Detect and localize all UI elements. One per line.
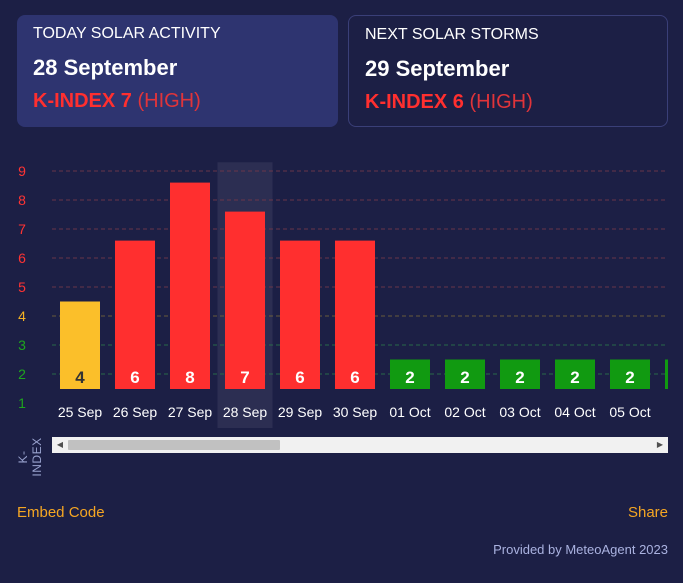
bar xyxy=(225,211,265,389)
bar-value-label: 2 xyxy=(625,368,634,387)
x-tick-label: 04 Oct xyxy=(554,404,595,420)
bar xyxy=(445,359,485,389)
next-label: NEXT SOLAR STORMS xyxy=(365,26,539,43)
y-tick-label: 4 xyxy=(18,308,26,324)
bar-value-label: 6 xyxy=(350,368,359,387)
bar xyxy=(610,359,650,389)
next-k-index: K-INDEX 6 (HIGH) xyxy=(365,91,651,113)
bar xyxy=(500,359,540,389)
today-label: TODAY SOLAR ACTIVITY xyxy=(33,25,221,42)
next-date: 29 September xyxy=(365,56,510,81)
y-tick-label: 9 xyxy=(18,163,26,179)
next-k-value: K-INDEX 6 xyxy=(365,91,464,113)
k-index-chart: 1 2 3 4 5 6 7 8 9 4 25 Sep 6 26 Sep 8 27 Sep 7 28 Sep 6 29… xyxy=(18,162,668,429)
y-axis-label: K-INDEX xyxy=(16,437,44,477)
x-tick-label: 27 Sep xyxy=(168,404,213,420)
credit-text: Provided by MeteoAgent 2023 xyxy=(493,542,668,557)
today-date: 28 September xyxy=(33,55,178,80)
y-tick-label: 5 xyxy=(18,279,26,295)
chart-scrollbar[interactable]: ◀ ▶ xyxy=(52,437,668,453)
bar xyxy=(170,182,210,389)
x-tick-label: 30 Sep xyxy=(333,404,378,420)
x-tick-label: 02 Oct xyxy=(444,404,485,420)
bar xyxy=(390,359,430,389)
bar xyxy=(665,359,668,389)
share-link[interactable]: Share xyxy=(627,504,668,521)
bar-value-label: 2 xyxy=(570,368,579,387)
bar-value-label: 7 xyxy=(240,368,249,387)
y-tick-label: 1 xyxy=(18,395,26,411)
bar xyxy=(555,359,595,389)
today-k-index: K-INDEX 7 (HIGH) xyxy=(33,90,322,112)
bar-value-label: 2 xyxy=(515,368,524,387)
bar xyxy=(115,240,155,389)
bar-value-label: 4 xyxy=(75,368,85,387)
bar xyxy=(280,240,320,389)
scroll-left-arrow-icon[interactable]: ◀ xyxy=(56,440,64,449)
bar-value-label: 2 xyxy=(460,368,469,387)
scroll-thumb[interactable] xyxy=(68,440,280,450)
y-tick-label: 7 xyxy=(18,221,26,237)
x-tick-label: 05 Oct xyxy=(609,404,650,420)
today-activity-card: TODAY SOLAR ACTIVITY 28 September K-INDE… xyxy=(17,15,338,127)
y-tick-label: 3 xyxy=(18,337,26,353)
bar-value-label: 2 xyxy=(405,368,414,387)
today-k-value: K-INDEX 7 xyxy=(33,90,132,112)
bar-value-label: 6 xyxy=(130,368,139,387)
x-tick-label: 29 Sep xyxy=(278,404,323,420)
bar-value-label: 8 xyxy=(185,368,194,387)
scroll-right-arrow-icon[interactable]: ▶ xyxy=(656,440,664,449)
x-tick-label: 25 Sep xyxy=(58,404,103,420)
today-k-level: (HIGH) xyxy=(137,90,201,112)
x-tick-label: 01 Oct xyxy=(389,404,430,420)
embed-code-link[interactable]: Embed Code xyxy=(17,504,105,521)
x-tick-label: 28 Sep xyxy=(223,404,268,420)
y-tick-label: 2 xyxy=(18,366,26,382)
next-k-level: (HIGH) xyxy=(469,91,533,113)
bar xyxy=(60,301,100,389)
bar-value-label: 6 xyxy=(295,368,304,387)
x-tick-label: 26 Sep xyxy=(113,404,158,420)
next-storms-card: NEXT SOLAR STORMS 29 September K-INDEX 6… xyxy=(348,15,668,127)
bar xyxy=(335,240,375,389)
y-tick-label: 8 xyxy=(18,192,26,208)
x-tick-label: 03 Oct xyxy=(499,404,540,420)
y-tick-label: 6 xyxy=(18,250,26,266)
